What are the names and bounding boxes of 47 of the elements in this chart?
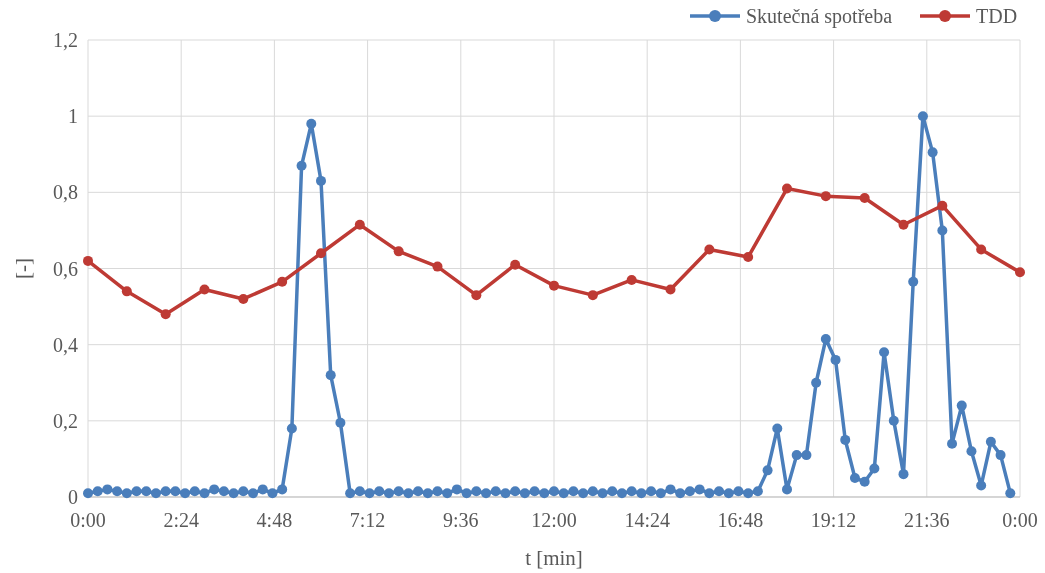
x-tick-label: 14:24 xyxy=(624,509,670,531)
point xyxy=(937,200,948,211)
point xyxy=(743,252,754,263)
point xyxy=(782,183,792,194)
point xyxy=(160,309,171,320)
point xyxy=(820,191,831,202)
point xyxy=(354,219,365,230)
legend-label: TDD xyxy=(976,5,1018,27)
y-axis-title: [-] xyxy=(11,258,35,279)
x-tick-label: 2:24 xyxy=(163,509,199,531)
point xyxy=(393,246,404,257)
y-tick-label: 0 xyxy=(68,486,78,508)
x-tick-label: 4:48 xyxy=(256,509,293,531)
x-tick-label: 19:12 xyxy=(810,509,857,531)
y-tick-label: 0,6 xyxy=(53,257,78,280)
x-tick-label: 21:36 xyxy=(904,509,950,531)
point xyxy=(665,284,676,295)
point xyxy=(199,284,210,295)
point xyxy=(626,274,637,285)
point xyxy=(859,193,870,204)
y-tick-label: 0,8 xyxy=(53,181,78,204)
point xyxy=(238,293,249,304)
point xyxy=(316,248,326,259)
point xyxy=(1015,267,1025,278)
point xyxy=(432,261,443,272)
x-tick-label: 12:00 xyxy=(531,509,577,531)
point xyxy=(549,280,559,291)
point xyxy=(898,219,909,230)
x-tick-label: 16:48 xyxy=(717,509,764,531)
legend-label: Skutečná spotřeba xyxy=(746,5,893,28)
point xyxy=(471,290,482,301)
y-tick-label: 0,4 xyxy=(53,333,78,356)
y-tick-label: 0,2 xyxy=(53,409,78,432)
x-axis-title: t [min] xyxy=(525,546,583,570)
y-tick-label: 1,2 xyxy=(53,29,78,51)
point xyxy=(704,244,715,255)
point xyxy=(976,244,987,255)
x-tick-label: 0:00 xyxy=(1002,509,1038,531)
x-tick-label: 7:12 xyxy=(349,509,386,531)
point xyxy=(587,290,598,301)
point xyxy=(510,259,521,270)
point xyxy=(277,276,288,287)
x-tick-label: 0:00 xyxy=(70,509,106,531)
y-tick-label: 1 xyxy=(68,105,78,128)
x-tick-label: 9:36 xyxy=(443,509,479,531)
point xyxy=(121,286,132,297)
point xyxy=(83,255,93,266)
